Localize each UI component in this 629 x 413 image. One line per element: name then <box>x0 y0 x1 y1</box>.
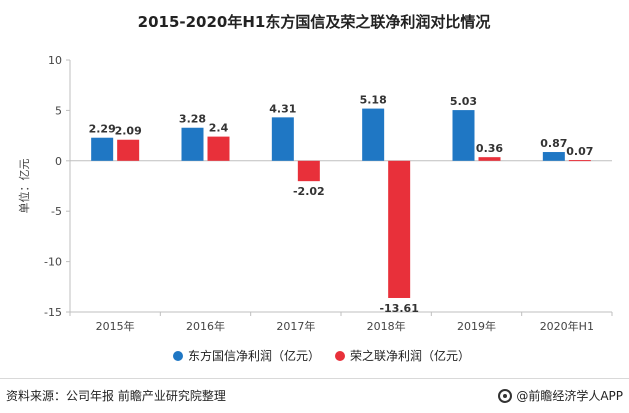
bar <box>568 160 591 162</box>
data-label: -13.61 <box>379 302 418 315</box>
data-label: 0.36 <box>476 142 503 155</box>
bars <box>91 108 591 298</box>
data-label: 2.4 <box>209 122 229 135</box>
data-label: 0.87 <box>540 137 567 150</box>
data-labels: 2.29 3.28 4.31 5.18 5.03 0.87 2.09 2.4 -2.02 -13.… <box>89 94 594 315</box>
footer: 资料来源：公司年报 前瞻产业研究院整理 @前瞻经济学人APP <box>0 378 629 413</box>
bar <box>271 117 294 161</box>
legend: 东方国信净利润（亿元） 荣之联净利润（亿元） <box>173 348 470 363</box>
brand: @前瞻经济学人APP <box>498 387 623 404</box>
legend-label: 荣之联净利润（亿元） <box>350 348 470 363</box>
y-tick-label: -10 <box>44 256 62 269</box>
bar <box>388 160 411 298</box>
source-note: 资料来源：公司年报 前瞻产业研究院整理 <box>6 389 226 403</box>
y-tick-label: -15 <box>44 306 62 319</box>
bar <box>478 157 501 161</box>
data-label: 0.07 <box>566 145 593 158</box>
data-label: -2.02 <box>293 185 325 198</box>
legend-marker <box>335 351 345 361</box>
chart-title: 2015-2020年H1东方国信及荣之联净利润对比情况 <box>138 13 491 31</box>
x-tick-label: 2019年 <box>457 319 496 333</box>
axes: 10 5 0 -5 -10 -15 2015年 2016年 2017年 2018年 2019年 202… <box>44 54 613 333</box>
legend-marker <box>173 351 183 361</box>
x-tick-label: 2016年 <box>186 319 225 333</box>
y-axis-label: 单位：亿元 <box>17 159 31 214</box>
bar <box>207 136 230 161</box>
bar <box>117 139 140 161</box>
data-label: 5.03 <box>450 95 477 108</box>
y-tick-label: 5 <box>55 104 62 117</box>
data-label: 2.09 <box>115 125 142 138</box>
data-label: 4.31 <box>269 102 296 115</box>
x-tick-label: 2015年 <box>96 319 135 333</box>
chart: 2015-2020年H1东方国信及荣之联净利润对比情况 单位：亿元 10 5 0 -5… <box>17 13 613 363</box>
x-tick-label: 2017年 <box>276 319 315 333</box>
data-label: 3.28 <box>179 113 206 126</box>
data-label: 2.29 <box>89 123 116 136</box>
bar <box>452 110 475 161</box>
brand-text: @前瞻经济学人APP <box>516 389 623 403</box>
data-label: 5.18 <box>360 94 387 107</box>
x-tick-label: 2018年 <box>367 319 406 333</box>
y-tick-label: 10 <box>48 54 62 67</box>
legend-label: 东方国信净利润（亿元） <box>188 348 320 363</box>
bar <box>181 127 204 161</box>
y-tick-label: 0 <box>55 155 62 168</box>
y-tick-label: -5 <box>51 205 62 218</box>
bar <box>362 108 385 161</box>
bar <box>297 160 320 182</box>
brand-logo-icon <box>498 388 513 403</box>
bar <box>91 137 114 161</box>
bar <box>542 152 565 161</box>
x-tick-label: 2020年H1 <box>540 319 594 333</box>
